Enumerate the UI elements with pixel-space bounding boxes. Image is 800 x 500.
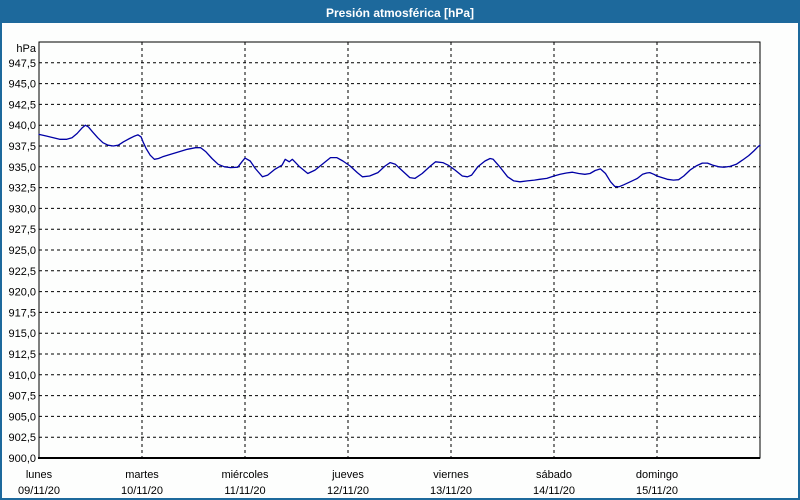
y-tick-label: 922,5: [8, 266, 36, 278]
y-tick-label: 910,0: [8, 370, 36, 382]
y-tick-label: 902,5: [8, 432, 36, 444]
day-name-label: sábado: [536, 469, 572, 481]
y-axis-unit-label: hPa: [16, 43, 36, 55]
day-name-label: viernes: [433, 469, 469, 481]
y-tick-label: 947,5: [8, 58, 36, 70]
y-tick-label: 945,0: [8, 79, 36, 91]
y-tick-label: 942,5: [8, 99, 36, 111]
window-title: Presión atmosférica [hPa]: [325, 5, 475, 20]
day-date-label: 13/11/20: [430, 485, 472, 497]
day-date-label: 14/11/20: [533, 485, 575, 497]
y-tick-label: 937,5: [8, 141, 36, 153]
pressure-line: [38, 124, 761, 188]
y-tick-label: 930,0: [8, 203, 36, 215]
y-tick-label: 925,0: [8, 245, 36, 257]
day-name-label: martes: [125, 469, 159, 481]
day-date-label: 12/11/20: [327, 485, 369, 497]
y-tick-label: 932,5: [8, 183, 36, 195]
day-date-label: 11/11/20: [224, 485, 265, 497]
y-tick-label: 907,5: [8, 391, 36, 403]
day-date-label: 09/11/20: [18, 485, 60, 497]
y-tick-label: 935,0: [8, 162, 36, 174]
y-tick-label: 912,5: [8, 349, 36, 361]
day-name-label: jueves: [331, 469, 364, 481]
y-tick-label: 927,5: [8, 224, 36, 236]
day-name-label: lunes: [26, 469, 53, 481]
y-tick-label: 920,0: [8, 287, 36, 299]
chart-svg: 947,5 945,0 942,5 940,0 937,5 935,0 932,5 930,0…: [8, 41, 761, 497]
day-name-label: domingo: [636, 469, 678, 481]
title-bar: Presión atmosférica [hPa]: [2, 2, 798, 23]
y-tick-label: 900,0: [8, 453, 36, 465]
day-date-label: 15/11/20: [636, 485, 678, 497]
day-date-label: 10/11/20: [121, 485, 163, 497]
y-tick-label: 905,0: [8, 411, 36, 423]
y-tick-label: 940,0: [8, 120, 36, 132]
y-tick-label: 917,5: [8, 307, 36, 319]
day-name-label: miércoles: [221, 469, 269, 481]
y-tick-label: 915,0: [8, 328, 36, 340]
